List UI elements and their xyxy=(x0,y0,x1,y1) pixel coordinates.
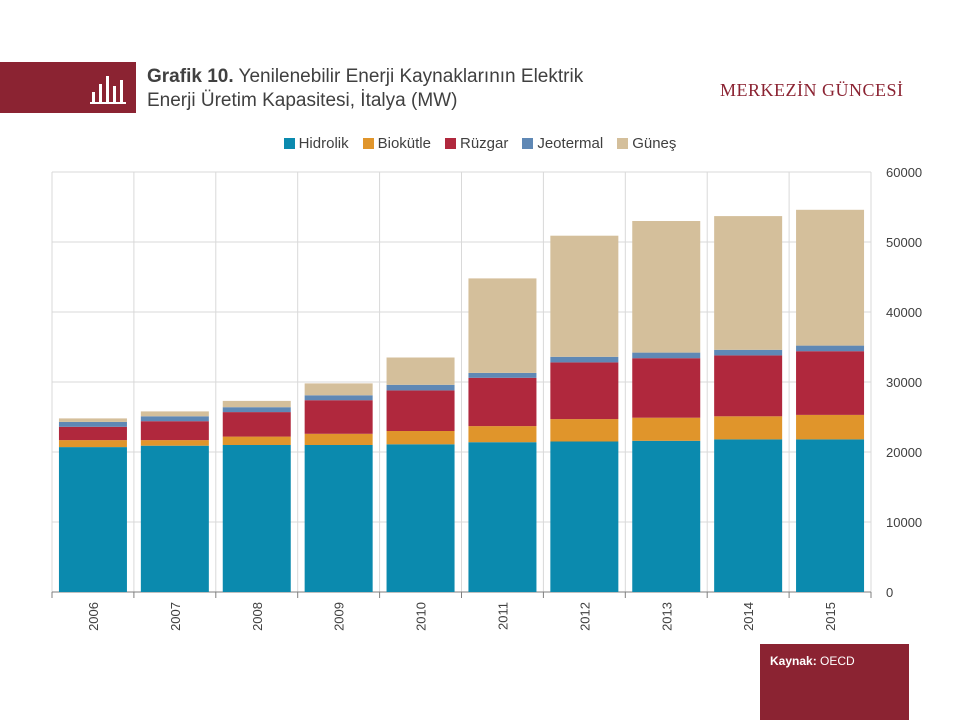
y-tick-label: 10000 xyxy=(886,515,922,530)
bar-segment xyxy=(550,441,619,592)
legend-item: Güneş xyxy=(617,135,676,152)
bar-segment xyxy=(222,407,291,413)
bar-segment xyxy=(140,440,209,446)
x-tick-label: 2008 xyxy=(250,602,265,631)
legend-label: Biokütle xyxy=(377,135,431,152)
bar-segment xyxy=(304,395,373,401)
x-tick-label: 2012 xyxy=(577,602,592,631)
bar-segment xyxy=(386,431,455,445)
bar-segment xyxy=(796,209,865,346)
bar-segment xyxy=(58,440,127,448)
bar-segment xyxy=(304,433,373,445)
legend-label: Jeotermal xyxy=(537,135,604,152)
title-line2: Enerji Üretim Kapasitesi, İtalya (MW) xyxy=(147,90,458,111)
bar-segment xyxy=(796,439,865,592)
bar-segment xyxy=(304,400,373,434)
bar-chart-icon xyxy=(90,76,126,104)
bar-segment xyxy=(58,447,127,592)
bar-segment xyxy=(468,372,537,378)
bar-segment xyxy=(140,416,209,422)
x-tick-label: 2015 xyxy=(823,602,838,631)
bar-segment xyxy=(632,221,701,353)
bar-segment xyxy=(386,384,455,391)
legend-label: Rüzgar xyxy=(459,135,509,152)
x-tick-label: 2006 xyxy=(86,602,101,631)
bar-segment xyxy=(140,445,209,592)
title-line1: Yenilenebilir Enerji Kaynaklarının Elekt… xyxy=(238,66,584,87)
source-value: OECD xyxy=(820,654,855,668)
bar-segment xyxy=(140,421,209,441)
brand-logo: MERKEZİN GÜNCESİ xyxy=(720,80,904,100)
bar-segment xyxy=(714,216,783,350)
bar-segment xyxy=(304,383,373,396)
y-tick-label: 0 xyxy=(886,585,893,600)
chart-legend: Hidrolik Biokütle Rüzgar Jeotermal Güneş xyxy=(0,135,960,152)
bar-segment xyxy=(550,356,619,363)
y-tick-label: 20000 xyxy=(886,445,922,460)
title-bold: Grafik 10. xyxy=(147,66,234,87)
bar-segment xyxy=(468,278,537,373)
legend-label: Hidrolik xyxy=(298,135,349,152)
y-tick-label: 50000 xyxy=(886,235,922,250)
legend-item: Jeotermal xyxy=(522,135,603,152)
x-tick-label: 2011 xyxy=(495,602,510,630)
legend-swatch xyxy=(522,138,534,149)
bar-segment xyxy=(714,439,783,592)
bar-segment xyxy=(140,411,209,417)
bar-segment xyxy=(550,419,619,442)
x-tick-label: 2010 xyxy=(414,602,429,631)
legend-item: Biokütle xyxy=(362,135,431,152)
bar-segment xyxy=(714,416,783,440)
bar-segment xyxy=(58,418,127,422)
legend-label: Güneş xyxy=(632,135,677,152)
bar-segment xyxy=(468,426,537,443)
y-tick-label: 30000 xyxy=(886,375,922,390)
legend-item: Hidrolik xyxy=(283,135,349,152)
bar-segment xyxy=(304,445,373,592)
y-tick-label: 60000 xyxy=(886,165,922,180)
legend-swatch xyxy=(444,138,456,149)
legend-swatch xyxy=(617,138,629,149)
bar-segment xyxy=(468,377,537,427)
x-tick-label: 2014 xyxy=(741,602,756,631)
bar-segment xyxy=(714,355,783,417)
bar-segment xyxy=(550,362,619,420)
y-tick-label: 40000 xyxy=(886,305,922,320)
bar-segment xyxy=(222,400,291,408)
x-tick-label: 2009 xyxy=(332,602,347,631)
x-tick-label: 2013 xyxy=(659,602,674,631)
bar-segment xyxy=(58,426,127,441)
bar-segment xyxy=(386,390,455,431)
bar-segment xyxy=(386,357,455,385)
bar-segment xyxy=(58,421,127,427)
bar-segment xyxy=(632,440,701,592)
bar-segment xyxy=(222,436,291,445)
bar-segment xyxy=(714,349,783,356)
bar-segment xyxy=(550,235,619,357)
bar-segment xyxy=(632,352,701,359)
legend-item: Rüzgar xyxy=(444,135,509,152)
bar-segment xyxy=(632,358,701,418)
source-box: Kaynak: OECD xyxy=(760,644,909,720)
bar-segment xyxy=(222,445,291,592)
bar-segment xyxy=(222,412,291,437)
bar-segment xyxy=(796,414,865,440)
bar-segment xyxy=(386,444,455,592)
bar-segment xyxy=(632,417,701,441)
source-label: Kaynak: xyxy=(770,654,817,668)
bar-segment xyxy=(796,351,865,415)
bar-segment xyxy=(468,442,537,592)
chart-title: Grafik 10. Yenilenebilir Enerji Kaynakla… xyxy=(147,65,707,113)
legend-swatch xyxy=(283,138,295,149)
x-tick-label: 2007 xyxy=(168,602,183,631)
bar-segment xyxy=(796,345,865,352)
legend-swatch xyxy=(362,138,374,149)
